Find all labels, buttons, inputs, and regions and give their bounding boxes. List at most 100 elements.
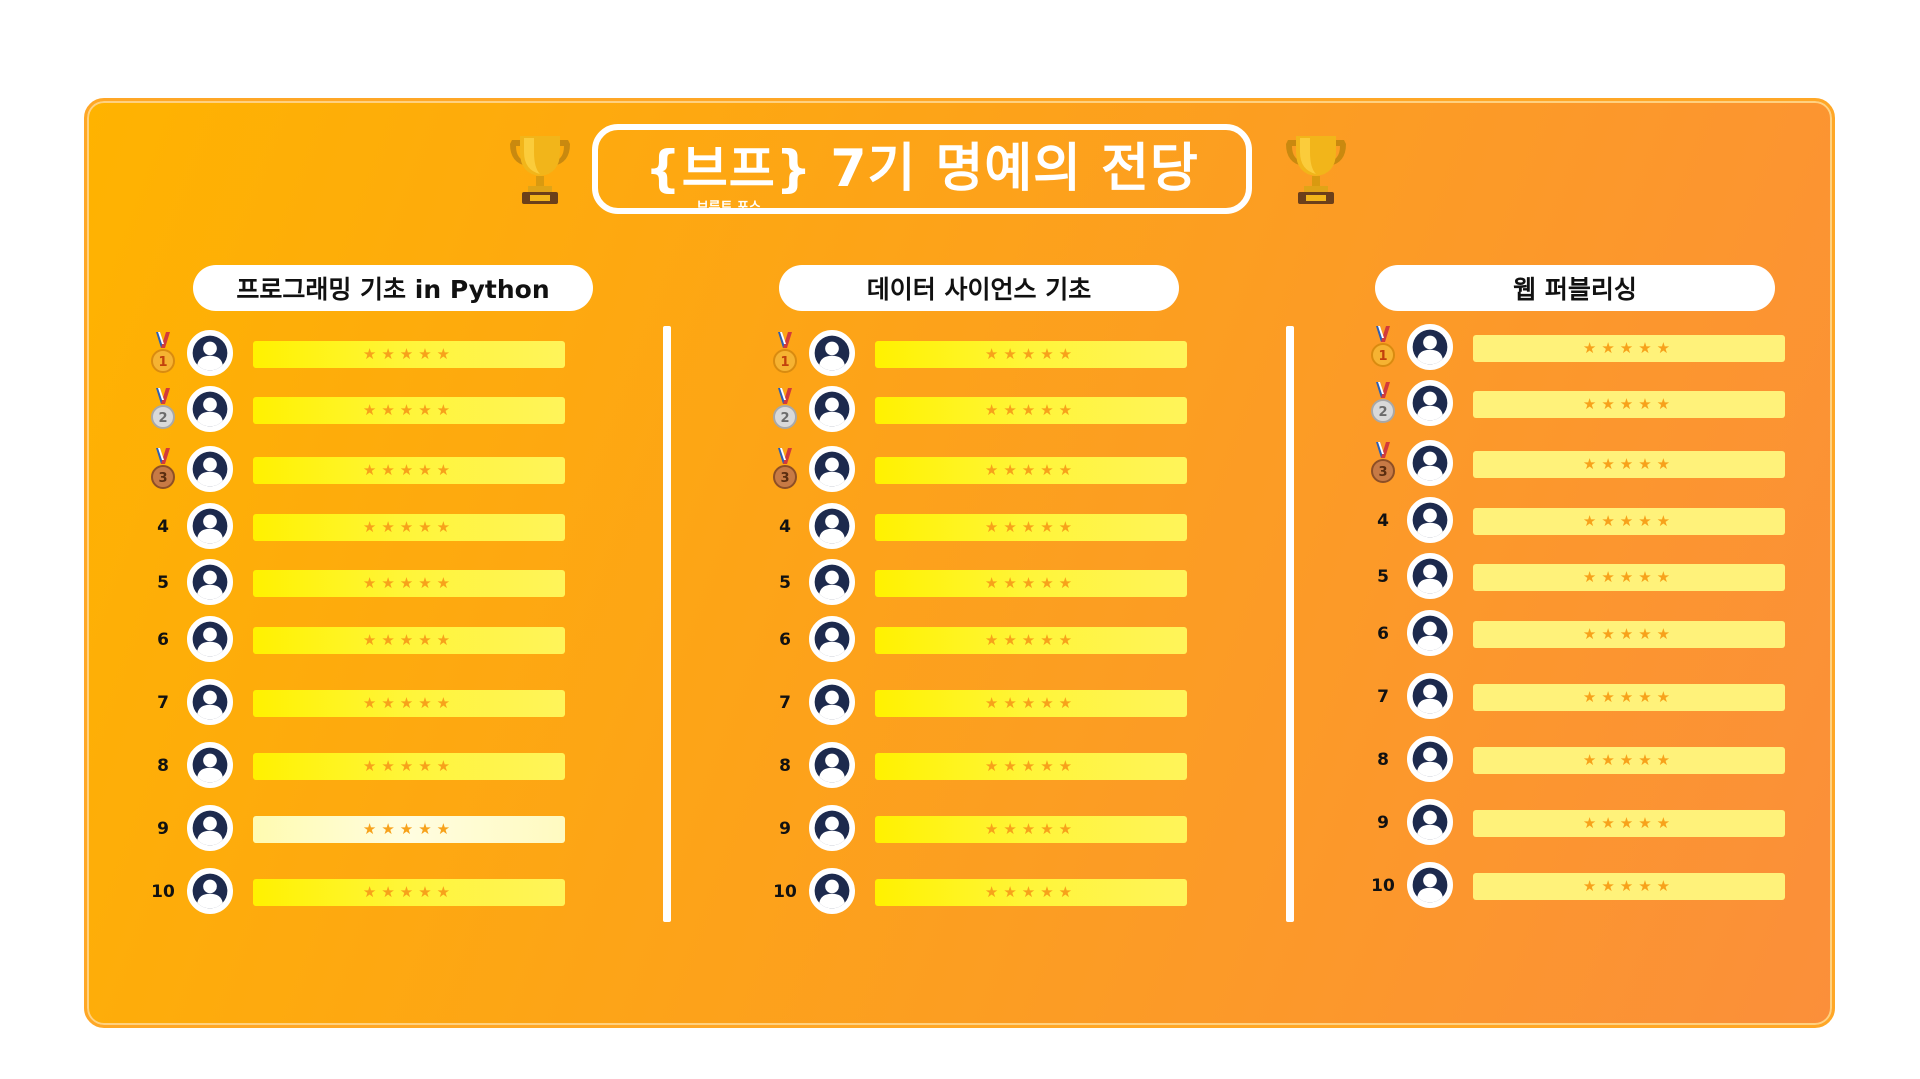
star-rating: ★★★★★ — [362, 345, 456, 363]
name-bar: ★★★★★ — [875, 570, 1187, 597]
name-bar: ★★★★★ — [253, 341, 565, 368]
medal-gold-icon: 1 — [765, 330, 805, 378]
star-rating: ★★★★★ — [1582, 688, 1676, 706]
rank-number: 8 — [157, 756, 169, 776]
rank-number: 9 — [779, 819, 791, 839]
avatar — [187, 679, 233, 725]
table-row: 5 ★★★★★ — [765, 559, 1195, 607]
name-bar: ★★★★★ — [253, 570, 565, 597]
name-bar: ★★★★★ — [875, 690, 1187, 717]
table-row: 9 ★★★★★ — [765, 805, 1195, 853]
svg-text:2: 2 — [158, 411, 167, 426]
name-bar: ★★★★★ — [1473, 621, 1785, 648]
rank-number: 10 — [1371, 876, 1395, 896]
star-rating: ★★★★★ — [362, 631, 456, 649]
table-row: 7 ★★★★★ — [765, 679, 1195, 727]
column-divider — [1286, 326, 1294, 922]
avatar — [1407, 862, 1453, 908]
avatar — [809, 559, 855, 605]
rank-number: 10 — [151, 882, 175, 902]
avatar — [1407, 736, 1453, 782]
name-bar: ★★★★★ — [875, 753, 1187, 780]
name-bar: ★★★★★ — [1473, 391, 1785, 418]
rank-number: 4 — [157, 517, 169, 537]
svg-text:3: 3 — [158, 471, 167, 486]
avatar — [187, 742, 233, 788]
table-row: 2 ★★★★★ — [143, 386, 573, 434]
rank-number: 7 — [157, 693, 169, 713]
star-rating: ★★★★★ — [984, 694, 1078, 712]
avatar — [809, 616, 855, 662]
table-row: 2 ★★★★★ — [1363, 380, 1793, 428]
table-row: 7 ★★★★★ — [143, 679, 573, 727]
avatar — [1407, 799, 1453, 845]
rank-number: 4 — [779, 517, 791, 537]
name-bar: ★★★★★ — [253, 753, 565, 780]
table-row: 3 ★★★★★ — [1363, 440, 1793, 488]
avatar — [187, 616, 233, 662]
rank-number: 5 — [157, 573, 169, 593]
table-row: 8 ★★★★★ — [765, 742, 1195, 790]
avatar — [187, 446, 233, 492]
star-rating: ★★★★★ — [1582, 751, 1676, 769]
table-row: 6 ★★★★★ — [143, 616, 573, 664]
star-rating: ★★★★★ — [362, 461, 456, 479]
star-rating: ★★★★★ — [362, 401, 456, 419]
svg-text:1: 1 — [780, 355, 789, 370]
brand-subtitle: 브루트 포스 — [696, 200, 761, 215]
rank-number: 8 — [779, 756, 791, 776]
name-bar: ★★★★★ — [253, 514, 565, 541]
column-divider — [663, 326, 671, 922]
star-rating: ★★★★★ — [1582, 568, 1676, 586]
table-row: 6 ★★★★★ — [1363, 610, 1793, 658]
star-rating: ★★★★★ — [362, 883, 456, 901]
brand-logo: {브프} 브루트 포스 — [645, 140, 813, 215]
avatar — [187, 559, 233, 605]
rank-number: 7 — [1377, 687, 1389, 707]
svg-text:2: 2 — [780, 411, 789, 426]
table-row: 1 ★★★★★ — [143, 330, 573, 378]
table-row: 5 ★★★★★ — [143, 559, 573, 607]
rank-number: 9 — [1377, 813, 1389, 833]
name-bar: ★★★★★ — [1473, 873, 1785, 900]
svg-text:3: 3 — [780, 471, 789, 486]
avatar — [1407, 324, 1453, 370]
medal-bronze-icon: 3 — [143, 446, 183, 494]
star-rating: ★★★★★ — [984, 757, 1078, 775]
avatar — [187, 386, 233, 432]
star-rating: ★★★★★ — [362, 694, 456, 712]
star-rating: ★★★★★ — [984, 820, 1078, 838]
avatar — [809, 868, 855, 914]
name-bar: ★★★★★ — [1473, 810, 1785, 837]
name-bar: ★★★★★ — [875, 397, 1187, 424]
brand-name: {브프} — [645, 140, 813, 198]
name-bar: ★★★★★ — [1473, 451, 1785, 478]
medal-bronze-icon: 3 — [1363, 440, 1403, 488]
svg-text:1: 1 — [158, 355, 167, 370]
avatar — [1407, 380, 1453, 426]
table-row: 4 ★★★★★ — [143, 503, 573, 551]
name-bar: ★★★★★ — [1473, 564, 1785, 591]
star-rating: ★★★★★ — [1582, 395, 1676, 413]
table-row: 6 ★★★★★ — [765, 616, 1195, 664]
name-bar: ★★★★★ — [253, 690, 565, 717]
name-bar: ★★★★★ — [875, 514, 1187, 541]
avatar — [1407, 673, 1453, 719]
star-rating: ★★★★★ — [362, 757, 456, 775]
avatar — [809, 679, 855, 725]
table-row: 4 ★★★★★ — [1363, 497, 1793, 545]
star-rating: ★★★★★ — [984, 883, 1078, 901]
rank-number: 6 — [779, 630, 791, 650]
table-row: 7 ★★★★★ — [1363, 673, 1793, 721]
rank-number: 4 — [1377, 511, 1389, 531]
table-row: 10 ★★★★★ — [765, 868, 1195, 916]
star-rating: ★★★★★ — [362, 574, 456, 592]
table-row: 3 ★★★★★ — [143, 446, 573, 494]
avatar — [187, 503, 233, 549]
star-rating: ★★★★★ — [984, 401, 1078, 419]
svg-text:3: 3 — [1378, 465, 1387, 480]
name-bar: ★★★★★ — [1473, 747, 1785, 774]
medal-bronze-icon: 3 — [765, 446, 805, 494]
table-row: 9 ★★★★★ — [1363, 799, 1793, 847]
medal-silver-icon: 2 — [765, 386, 805, 434]
